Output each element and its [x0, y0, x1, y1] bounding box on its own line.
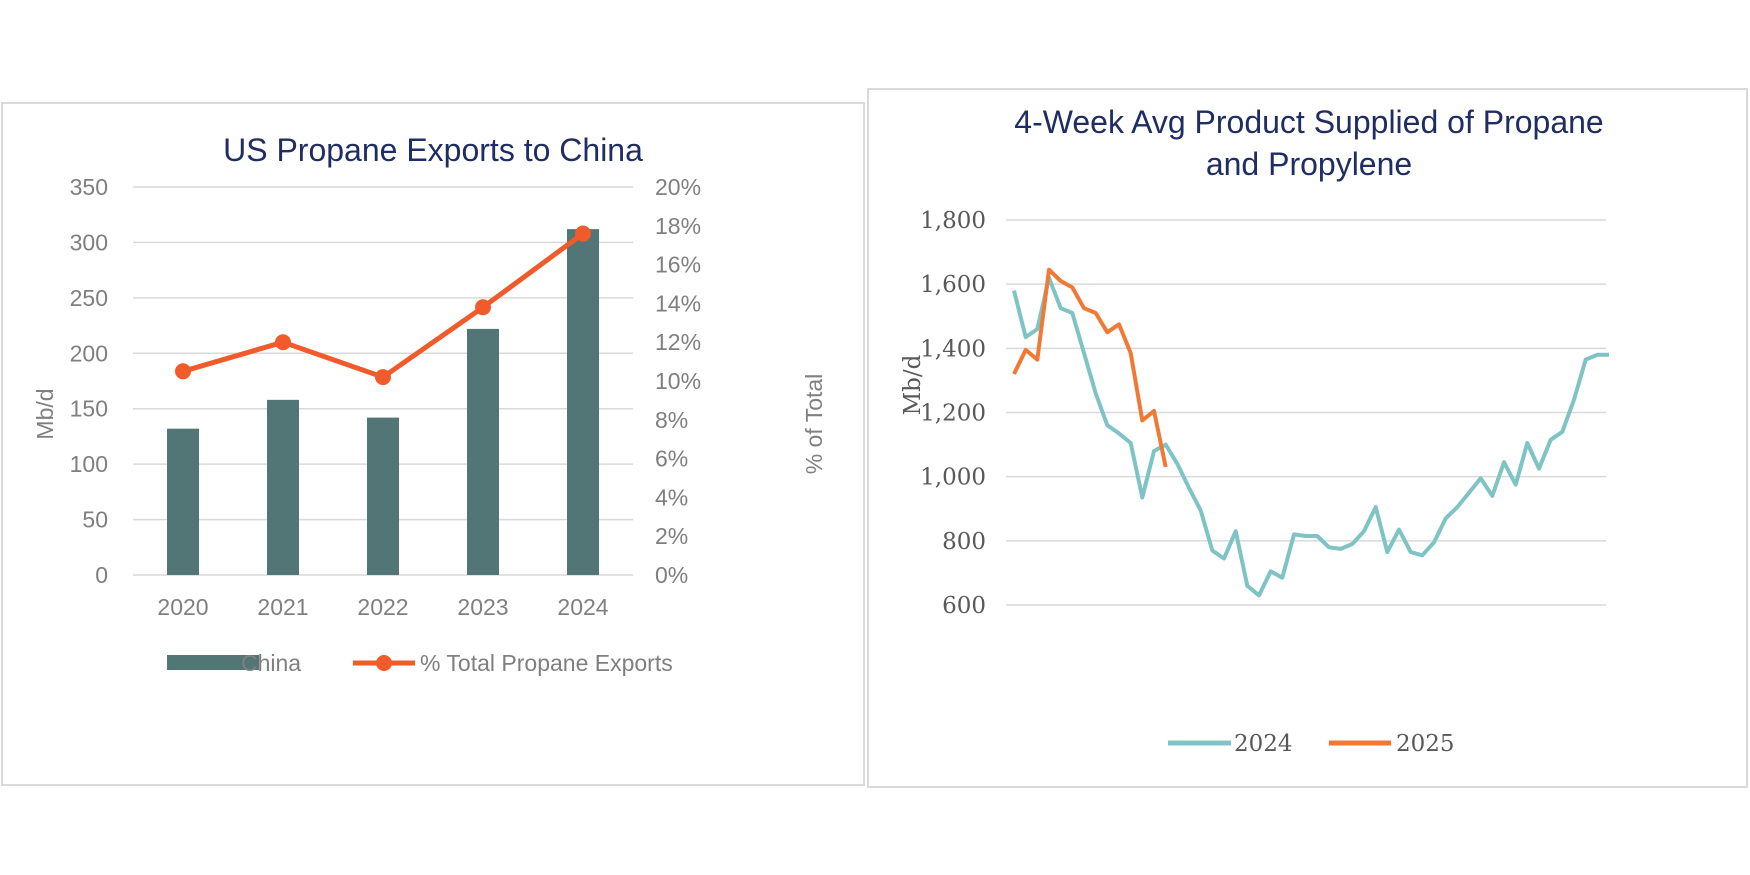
- right-y-axis-title: Mb/d: [900, 354, 926, 415]
- legend-china-swatch: [167, 655, 259, 670]
- line-2024: [1012, 275, 1609, 598]
- bar-china: [467, 328, 499, 575]
- left-y2-tick-label: 6%: [655, 446, 688, 472]
- left-bars: [167, 229, 599, 575]
- left-y2-tick-label: 10%: [655, 368, 701, 394]
- left-x-tick-label: 2024: [557, 594, 608, 620]
- point-percent-total: [375, 369, 391, 386]
- right-line-series: [1012, 267, 1609, 598]
- left-x-ticks: 2020 2021 2022 2023 2024: [157, 594, 608, 620]
- point-percent-total: [275, 334, 291, 351]
- left-y2-ticks: 0% 2% 4% 6% 8% 10% 12% 14% 16% 18% 20%: [655, 174, 701, 588]
- legend-percent-marker: [376, 655, 392, 671]
- left-x-tick-label: 2020: [157, 594, 208, 620]
- right-y-tick-label: 1,200: [920, 401, 986, 427]
- left-y2-tick-label: 12%: [655, 329, 701, 355]
- right-gridlines: [1006, 219, 1606, 606]
- right-y-tick-label: 1,400: [920, 336, 986, 362]
- left-y-tick-label: 0: [95, 562, 108, 588]
- point-percent-total: [575, 225, 591, 242]
- point-percent-total: [475, 299, 491, 316]
- left-y2-tick-label: 0%: [655, 562, 688, 588]
- left-y2-tick-label: 8%: [655, 407, 688, 433]
- left-y2-tick-label: 16%: [655, 252, 701, 278]
- product-supplied-chart: 600 800 1,000 1,200 1,400 1,600 1,800 4-Week A…: [900, 104, 1609, 757]
- left-y-ticks: 0 50 100 150 200 250 300 350: [70, 174, 108, 588]
- propane-exports-chart: 0 50 100 150 200 250 300 350 0% 2% 4% 6% 8% 10% 12% 14…: [32, 132, 827, 676]
- right-chart-panel: 600 800 1,000 1,200 1,400 1,600 1,800 4-Week A…: [867, 88, 1748, 788]
- left-y-tick-label: 150: [70, 396, 108, 422]
- left-y2-tick-label: 18%: [655, 213, 701, 239]
- legend-2024-label: 2024: [1234, 731, 1293, 757]
- legend-2025-label: 2025: [1396, 731, 1455, 757]
- right-y-tick-label: 1,800: [920, 208, 986, 234]
- left-y2-tick-label: 14%: [655, 290, 701, 316]
- legend-china-label: China: [241, 650, 301, 676]
- left-y-tick-label: 300: [70, 229, 108, 255]
- legend-percent-label: % Total Propane Exports: [420, 650, 673, 676]
- left-y-axis-title: Mb/d: [32, 388, 58, 439]
- right-chart-title-line1: 4-Week Avg Product Supplied of Propane: [1014, 104, 1603, 140]
- right-y-tick-label: 600: [942, 593, 986, 619]
- left-x-tick-label: 2022: [357, 594, 408, 620]
- left-y-tick-label: 250: [70, 285, 108, 311]
- right-y-tick-label: 1,000: [920, 465, 986, 491]
- left-chart-title: US Propane Exports to China: [223, 132, 643, 168]
- left-legend: China % Total Propane Exports: [167, 650, 673, 676]
- right-y-tick-label: 1,600: [920, 272, 986, 298]
- left-x-tick-label: 2023: [457, 594, 508, 620]
- left-y2-tick-label: 20%: [655, 174, 701, 200]
- left-y-tick-label: 200: [70, 340, 108, 366]
- point-percent-total: [175, 363, 191, 380]
- left-y-tick-label: 100: [70, 451, 108, 477]
- left-x-tick-label: 2021: [257, 594, 308, 620]
- left-y2-tick-label: 2%: [655, 523, 688, 549]
- bar-china: [167, 428, 199, 575]
- line-2025: [1012, 267, 1168, 468]
- right-y-tick-label: 800: [942, 529, 986, 555]
- right-chart-title-line2: and Propylene: [1206, 146, 1412, 182]
- left-line-series: [175, 225, 591, 386]
- line-percent-total: [182, 231, 585, 380]
- bar-china: [367, 417, 399, 575]
- left-y-tick-label: 50: [82, 507, 108, 533]
- bar-china: [267, 399, 299, 575]
- left-y2-axis-title: % of Total: [801, 374, 827, 475]
- right-y-ticks: 600 800 1,000 1,200 1,400 1,600 1,800: [920, 208, 986, 619]
- bar-china: [567, 229, 599, 575]
- left-chart-panel: 0 50 100 150 200 250 300 350 0% 2% 4% 6% 8% 10% 12% 14…: [1, 102, 865, 786]
- right-legend: 2024 2025: [1168, 731, 1455, 757]
- left-y-tick-label: 350: [70, 174, 108, 200]
- left-y2-tick-label: 4%: [655, 484, 688, 510]
